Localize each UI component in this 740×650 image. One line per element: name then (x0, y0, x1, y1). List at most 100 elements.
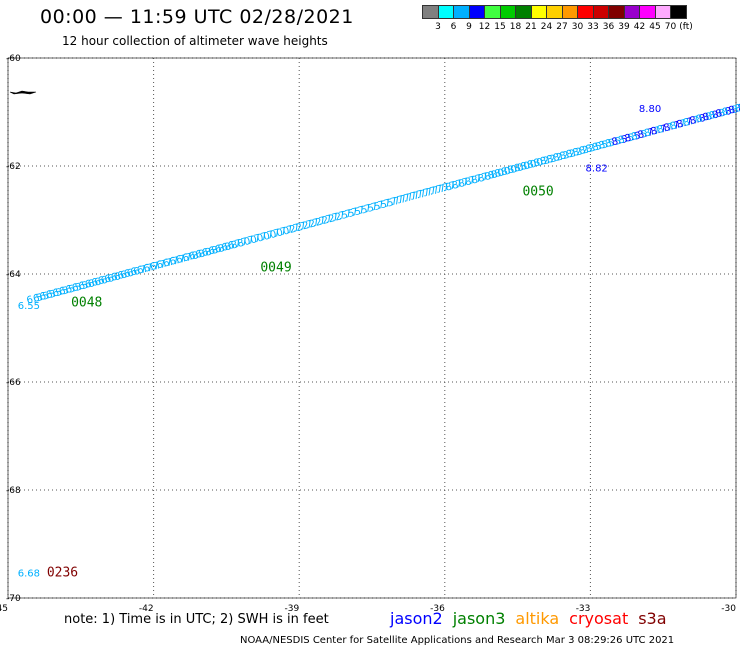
swh-track-mark: 7.8 (442, 180, 460, 194)
swh-track-mark: 6.8 (208, 243, 226, 257)
swh-value-label: 8.82 (586, 163, 608, 174)
longitude-label: -39 (284, 604, 299, 614)
swh-track-mark: 8.0 (494, 166, 512, 180)
swh-track-mark: 7.7 (429, 183, 447, 197)
map-frame (7, 57, 737, 599)
pass-time-label: 0236 (47, 565, 78, 580)
swh-track-mark: 6.7 (162, 255, 180, 269)
color-scale (422, 5, 687, 19)
island-outline (9, 90, 37, 95)
latitude-label: -60 (6, 54, 21, 64)
swh-track-mark: 6.5 (39, 289, 57, 303)
swh-track-mark: 6.5 (45, 287, 63, 301)
swh-track-mark: 8.0 (507, 162, 525, 176)
swh-track-mark: 6.7 (175, 252, 193, 266)
swh-track-mark: 6.5 (52, 285, 70, 299)
swh-track-mark: 8.0 (520, 159, 538, 173)
swh-track-mark: 8.7 (663, 120, 681, 134)
swh-track-mark: 6.6 (78, 278, 96, 292)
note-text: note: 1) Time is in UTC; 2) SWH is in fe… (64, 612, 329, 627)
swh-value-label: 8.80 (639, 104, 661, 115)
swh-track-mark: 8.8 (715, 106, 733, 120)
swh-track-mark: 6.7 (169, 254, 187, 268)
swh-track-mark: 8.2 (552, 150, 570, 164)
scale-label: 39 (618, 22, 630, 32)
swh-track-mark: 8.5 (611, 134, 629, 148)
swh-track-mark: 8.2 (533, 155, 551, 169)
swh-track-mark: 6.6 (91, 275, 109, 289)
scale-label: 6 (450, 22, 457, 32)
latitude-label: -66 (6, 378, 21, 388)
swh-track-mark: 7.0 (260, 229, 278, 243)
swh-track-mark: 8.5 (604, 136, 622, 150)
swh-track-mark: 8.5 (617, 132, 635, 146)
scale-label: 70 (664, 22, 677, 32)
swh-track-mark: 7.0 (234, 236, 252, 250)
swh-track-mark: 7.0 (266, 227, 284, 241)
swh-track-mark: 6.6 (84, 276, 102, 290)
swh-track-mark: 7.8 (461, 174, 479, 188)
swh-track-mark: 7.2 (318, 213, 336, 227)
footer-credit: NOAA/NESDIS Center for Satellite Applica… (240, 635, 675, 646)
color-scale-labels: 3 6 9 12 15 18 21 24 27 30 33 36 39 42 45 70 (ft) (422, 22, 740, 34)
map-subtitle: 12 hour collection of altimeter wave hei… (62, 34, 328, 48)
swh-track-mark: 6.8 (221, 240, 239, 254)
swh-track-mark: 7.8 (481, 169, 499, 183)
swh-track-mark: 6.6 (123, 266, 141, 280)
swh-value-label: 6.55 (18, 301, 40, 312)
map-title: 00:00 — 11:59 UTC 02/28/2021 (40, 6, 354, 28)
swh-track-mark: 7.8 (474, 171, 492, 185)
swh-track-mark: 7.7 (403, 190, 421, 204)
swh-track-mark: 7.2 (305, 217, 323, 231)
scale-label: 36 (602, 22, 615, 32)
swh-track-mark: 8.0 (487, 167, 505, 181)
swh-track-mark: 6.7 (143, 261, 161, 275)
pass-time-label: 0048 (71, 295, 102, 310)
swh-track-mark: 8.7 (669, 118, 687, 132)
swh-track-mark: 6.8 (195, 247, 213, 261)
latitude-label: -68 (6, 486, 21, 496)
latitude-label: -64 (6, 270, 21, 280)
swh-track-mark: 6.5 (71, 280, 89, 294)
scale-label: (ft) (679, 22, 693, 32)
scale-label: 9 (466, 22, 472, 32)
swh-track-mark: 7.0 (247, 233, 265, 247)
scale-label: 18 (509, 22, 522, 32)
scale-label: 15 (494, 22, 506, 32)
swh-track-mark: 7.5 (357, 203, 375, 217)
scale-label: 12 (478, 22, 491, 32)
swh-track-mark: 8.0 (526, 157, 544, 171)
swh-track-mark: 8.5 (598, 138, 616, 152)
swh-track-mark: 7.2 (299, 218, 317, 232)
swh-track-mark: 6.8 (182, 250, 200, 264)
swh-track-mark: 8.5 (624, 131, 642, 145)
swh-track-mark: 8.8 (708, 108, 726, 122)
swh-track-mark: 6.5 (26, 292, 44, 306)
swh-track-mark: 7.7 (396, 192, 414, 206)
longitude-label: -42 (139, 604, 154, 614)
swh-track-mark: 7.7 (416, 187, 434, 201)
swh-track-mark: 8.8 (689, 113, 707, 127)
latitude-label: -62 (6, 162, 21, 172)
swh-track-mark: 8.0 (513, 160, 531, 174)
swh-track-mark: 7.5 (351, 204, 369, 218)
swh-track-mark: 7.2 (325, 211, 343, 225)
swh-track-mark: 6.6 (104, 271, 122, 285)
swh-track-mark: 7.8 (448, 178, 466, 192)
scale-label: 45 (649, 22, 661, 32)
scale-label: 21 (525, 22, 537, 32)
legend-cryosat: cryosat (569, 609, 629, 628)
swh-track-mark: 7.2 (312, 215, 330, 229)
pass-time-label: 0050 (522, 185, 553, 200)
swh-track-mark: 8.5 (591, 139, 609, 153)
swh-track-mark: 6.7 (149, 259, 167, 273)
swh-track-mark: 7.2 (279, 224, 297, 238)
swh-track-mark: 6.6 (117, 268, 135, 282)
swh-track-mark: 7.7 (409, 189, 427, 203)
swh-track-mark: 8.8 (728, 102, 740, 116)
scale-label: 3 (435, 22, 441, 32)
swh-track-mark: 7.2 (286, 222, 304, 236)
swh-track-mark: 8.2 (559, 148, 577, 162)
swh-track-mark: 8.2 (546, 152, 564, 166)
